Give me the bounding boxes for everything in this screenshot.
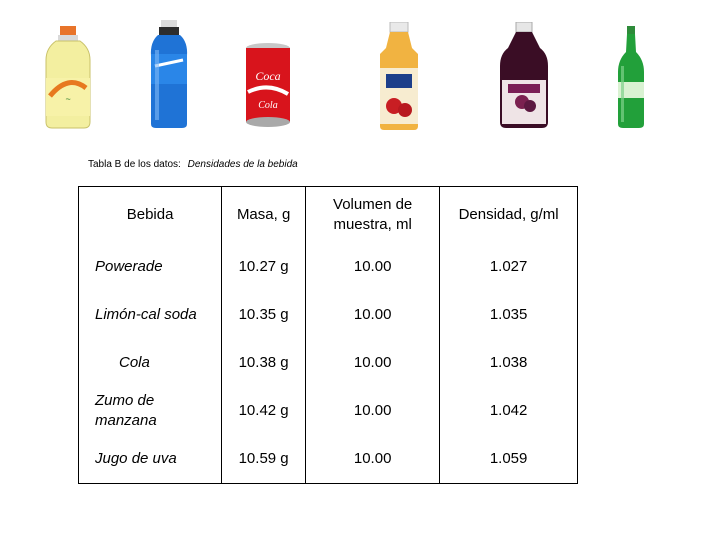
volume-value: 10.00 [305, 339, 440, 387]
table-row: Cola 10.38 g 10.00 1.038 [79, 339, 578, 387]
mass-value: 10.59 g [221, 435, 306, 484]
svg-text:Cola: Cola [258, 100, 277, 111]
mass-value: 10.38 g [221, 339, 306, 387]
density-value: 1.035 [439, 291, 578, 339]
beverage-name: Powerade [95, 258, 163, 275]
table-caption: Tabla B de los datos: Densidades de la b… [88, 159, 298, 170]
volume-value: 10.00 [305, 243, 440, 291]
mass-value: 10.35 g [221, 291, 306, 339]
density-value: 1.042 [439, 387, 578, 435]
table-header-row: Bebida Masa, g Volumen de muestra, ml De… [79, 186, 578, 243]
header-beverage: Bebida [126, 206, 174, 223]
blue-sports-bottle-icon [150, 20, 188, 128]
header-volume: Volumen de muestra, ml [305, 186, 440, 243]
beverage-images: ~ Coca Cola [0, 0, 720, 140]
density-value: 1.038 [439, 339, 578, 387]
apple-juice-bottle-icon [380, 22, 418, 130]
mass-value: 10.42 g [221, 387, 306, 435]
header-mass: Masa, g [221, 186, 306, 243]
caption-title: Densidades de la bebida [187, 159, 298, 170]
table-row: Jugo de uva 10.59 g 10.00 1.059 [79, 435, 578, 484]
grape-juice-bottle-icon [500, 22, 548, 128]
powerade-bottle-icon: ~ [45, 26, 91, 129]
volume-value: 10.00 [305, 291, 440, 339]
beverage-name: Limón-cal soda [95, 306, 197, 323]
table-row: Powerade 10.27 g 10.00 1.027 [79, 243, 578, 291]
mass-value: 10.27 g [221, 243, 306, 291]
table-row: Zumo de manzana 10.42 g 10.00 1.042 [79, 387, 578, 435]
svg-text:~: ~ [65, 94, 70, 104]
coca-cola-can-icon: Coca Cola [246, 43, 290, 127]
beverage-name: Cola [119, 354, 150, 371]
density-value: 1.059 [439, 435, 578, 484]
svg-text:Coca: Coca [255, 69, 280, 83]
table-row: Limón-cal soda 10.35 g 10.00 1.035 [79, 291, 578, 339]
volume-value: 10.00 [305, 387, 440, 435]
volume-value: 10.00 [305, 435, 440, 484]
beverage-name: Zumo de manzana [95, 392, 157, 429]
caption-label: Tabla B de los datos: [88, 159, 181, 170]
density-value: 1.027 [439, 243, 578, 291]
density-table: Bebida Masa, g Volumen de muestra, ml De… [78, 186, 578, 484]
header-density: Densidad, g/ml [439, 186, 578, 243]
beverage-name: Jugo de uva [95, 450, 177, 467]
green-soda-bottle-icon [618, 26, 644, 128]
